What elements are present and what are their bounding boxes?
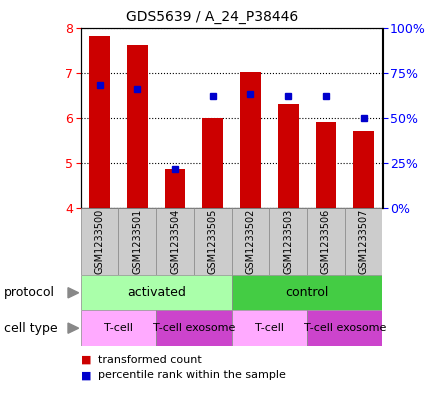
Bar <box>194 208 232 275</box>
Bar <box>202 118 223 208</box>
Text: GSM1233507: GSM1233507 <box>359 209 368 274</box>
Text: T-cell: T-cell <box>255 323 284 333</box>
Bar <box>156 310 232 346</box>
Text: GSM1233500: GSM1233500 <box>95 209 105 274</box>
Bar <box>307 310 382 346</box>
Bar <box>232 275 382 310</box>
Text: control: control <box>285 286 329 299</box>
Text: GSM1233503: GSM1233503 <box>283 209 293 274</box>
Text: cell type: cell type <box>4 321 58 335</box>
Text: T-cell exosome: T-cell exosome <box>303 323 386 333</box>
Text: GSM1233504: GSM1233504 <box>170 209 180 274</box>
Bar <box>119 208 156 275</box>
Text: T-cell exosome: T-cell exosome <box>153 323 235 333</box>
Bar <box>240 72 261 208</box>
Bar <box>345 208 382 275</box>
Text: GSM1233505: GSM1233505 <box>208 209 218 274</box>
Bar <box>315 121 336 208</box>
Text: percentile rank within the sample: percentile rank within the sample <box>98 370 286 380</box>
Bar <box>232 310 307 346</box>
Text: ■: ■ <box>81 370 91 380</box>
Bar <box>81 275 232 310</box>
Text: GDS5639 / A_24_P38446: GDS5639 / A_24_P38446 <box>126 10 299 24</box>
Text: ■: ■ <box>81 354 91 365</box>
Bar <box>307 208 345 275</box>
Bar <box>156 208 194 275</box>
Bar <box>81 310 156 346</box>
Bar <box>127 45 148 208</box>
Text: transformed count: transformed count <box>98 354 201 365</box>
Bar <box>164 169 185 208</box>
Bar <box>353 130 374 208</box>
Bar <box>278 104 299 208</box>
Bar <box>81 208 119 275</box>
Text: T-cell: T-cell <box>104 323 133 333</box>
Text: activated: activated <box>127 286 186 299</box>
Text: GSM1233501: GSM1233501 <box>132 209 142 274</box>
Text: GSM1233502: GSM1233502 <box>246 209 255 274</box>
Bar <box>232 208 269 275</box>
Text: GSM1233506: GSM1233506 <box>321 209 331 274</box>
Bar <box>269 208 307 275</box>
Bar <box>89 36 110 208</box>
Text: protocol: protocol <box>4 286 55 299</box>
